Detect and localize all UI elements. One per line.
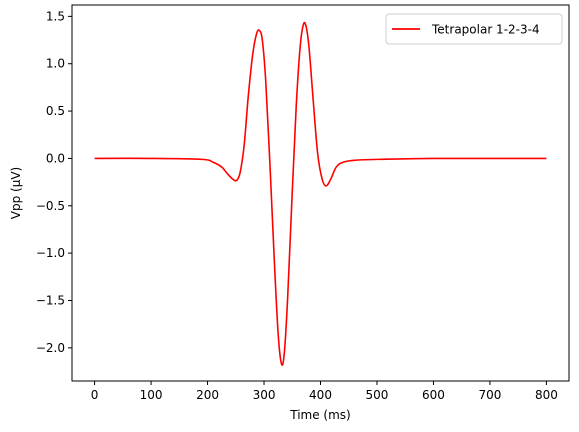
x-tick-label: 200 — [196, 388, 219, 402]
legend-label: Tetrapolar 1-2-3-4 — [431, 23, 540, 37]
y-axis-label: Vpp (μV) — [9, 167, 23, 219]
legend: Tetrapolar 1-2-3-4 — [385, 13, 563, 45]
y-tick-label: 0.5 — [46, 104, 65, 118]
y-tick-label: −2.0 — [36, 341, 65, 355]
x-tick-label: 700 — [478, 388, 501, 402]
y-tick-label: −1.5 — [36, 293, 65, 307]
x-tick-label: 400 — [309, 388, 332, 402]
y-tick-label: 0.0 — [46, 151, 65, 165]
series-layer — [94, 21, 547, 366]
y-tick-label: 1.0 — [46, 57, 65, 71]
legend-box — [385, 13, 563, 45]
x-tick-label: 600 — [422, 388, 445, 402]
y-axis: 1.5 1.0 0.5 0.0 −0.5 −1.0 −1.5 −2.0 — [36, 9, 72, 355]
y-tick-label: 1.5 — [46, 9, 65, 23]
plot-area — [72, 5, 569, 381]
y-tick-label: −1.0 — [36, 246, 65, 260]
x-tick-label: 800 — [535, 388, 558, 402]
series-line-0 — [94, 21, 547, 366]
x-tick-label: 0 — [91, 388, 99, 402]
y-tick-label: −0.5 — [36, 199, 65, 213]
x-axis: 0 100 200 300 400 500 600 700 800 — [91, 381, 558, 402]
x-tick-label: 300 — [253, 388, 276, 402]
x-axis-label: Time (ms) — [289, 408, 351, 422]
x-tick-label: 500 — [366, 388, 389, 402]
x-tick-label: 100 — [140, 388, 163, 402]
